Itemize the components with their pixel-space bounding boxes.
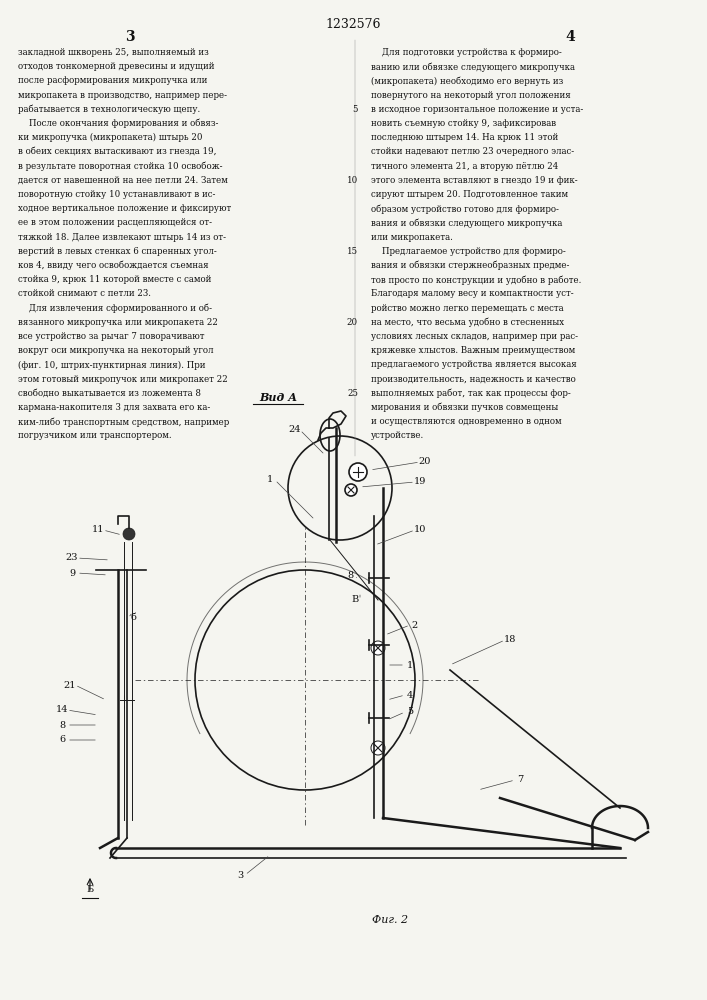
Text: тов просто по конструкции и удобно в работе.: тов просто по конструкции и удобно в раб… xyxy=(371,275,581,285)
Text: 20: 20 xyxy=(347,318,358,327)
Circle shape xyxy=(371,741,385,755)
Text: отходов тонкомерной древесины и идущий: отходов тонкомерной древесины и идущий xyxy=(18,62,214,71)
Text: новить съемную стойку 9, зафиксировав: новить съемную стойку 9, зафиксировав xyxy=(371,119,556,128)
Text: ким-либо транспортным средством, например: ким-либо транспортным средством, наприме… xyxy=(18,417,229,427)
Text: 4: 4 xyxy=(565,30,575,44)
Text: 25: 25 xyxy=(347,389,358,398)
Text: 15: 15 xyxy=(347,247,358,256)
Text: погрузчиком или транспортером.: погрузчиком или транспортером. xyxy=(18,431,172,440)
Circle shape xyxy=(371,641,385,655)
Text: 10: 10 xyxy=(346,176,358,185)
Text: верстий в левых стенках 6 спаренных угол-: верстий в левых стенках 6 спаренных угол… xyxy=(18,247,217,256)
Text: Для извлечения сформированного и об-: Для извлечения сформированного и об- xyxy=(18,304,212,313)
Text: Благодаря малому весу и компактности уст-: Благодаря малому весу и компактности уст… xyxy=(371,289,573,298)
Text: 3: 3 xyxy=(237,870,243,880)
Text: 9: 9 xyxy=(69,568,75,578)
Text: Для подготовки устройства к формиро-: Для подготовки устройства к формиро- xyxy=(371,48,562,57)
Text: 7: 7 xyxy=(517,776,523,784)
Circle shape xyxy=(349,463,367,481)
Text: б: б xyxy=(130,613,136,622)
Text: 1: 1 xyxy=(407,660,413,670)
Text: и осуществляются одновременно в одном: и осуществляются одновременно в одном xyxy=(371,417,561,426)
Text: условиях лесных складов, например при рас-: условиях лесных складов, например при ра… xyxy=(371,332,578,341)
Text: или микропакета.: или микропакета. xyxy=(371,233,453,242)
Text: 11: 11 xyxy=(92,526,104,534)
Text: поворотную стойку 10 устанавливают в ис-: поворотную стойку 10 устанавливают в ис- xyxy=(18,190,216,199)
Text: в исходное горизонтальное положение и уста-: в исходное горизонтальное положение и ус… xyxy=(371,105,583,114)
Text: после расформирования микропучка или: после расформирования микропучка или xyxy=(18,76,207,85)
Text: 5: 5 xyxy=(407,708,413,716)
Text: в результате поворотная стойка 10 освобож-: в результате поворотная стойка 10 освобо… xyxy=(18,162,223,171)
Text: на место, что весьма удобно в стесненных: на место, что весьма удобно в стесненных xyxy=(371,318,564,327)
Text: устройстве.: устройстве. xyxy=(371,431,424,440)
Text: ков 4, ввиду чего освобождается съемная: ков 4, ввиду чего освобождается съемная xyxy=(18,261,209,270)
Text: 18: 18 xyxy=(504,636,516,645)
Text: вания и обвязки стержнеобразных предме-: вания и обвязки стержнеобразных предме- xyxy=(371,261,569,270)
Text: последнюю штырем 14. На крюк 11 этой: последнюю штырем 14. На крюк 11 этой xyxy=(371,133,559,142)
Text: этом готовый микропучок или микропакет 22: этом готовый микропучок или микропакет 2… xyxy=(18,375,228,384)
Text: все устройство за рычаг 7 поворачивают: все устройство за рычаг 7 поворачивают xyxy=(18,332,204,341)
Text: выполняемых работ, так как процессы фор-: выполняемых работ, так как процессы фор- xyxy=(371,389,571,398)
Text: предлагаемого устройства является высокая: предлагаемого устройства является высока… xyxy=(371,360,577,369)
Text: 14: 14 xyxy=(56,706,69,714)
Text: стойки надевают петлю 23 очередного элас-: стойки надевают петлю 23 очередного элас… xyxy=(371,147,574,156)
Text: свободно выкатывается из ложемента 8: свободно выкатывается из ложемента 8 xyxy=(18,389,201,398)
Text: мирования и обвязки пучков совмещены: мирования и обвязки пучков совмещены xyxy=(371,403,559,412)
Text: 6: 6 xyxy=(59,736,65,744)
Text: вания и обвязки следующего микропучка: вания и обвязки следующего микропучка xyxy=(371,218,562,228)
Text: кряжевке хлыстов. Важным преимуществом: кряжевке хлыстов. Важным преимуществом xyxy=(371,346,575,355)
Text: микропакета в производство, например пере-: микропакета в производство, например пер… xyxy=(18,91,227,100)
Text: 2: 2 xyxy=(412,620,418,630)
Text: ходное вертикальное положение и фиксируют: ходное вертикальное положение и фиксирую… xyxy=(18,204,231,213)
Text: производительность, надежность и качество: производительность, надежность и качеств… xyxy=(371,375,575,384)
Text: 8: 8 xyxy=(347,570,353,580)
Text: стойкой снимают с петли 23.: стойкой снимают с петли 23. xyxy=(18,289,151,298)
Text: После окончания формирования и обвяз-: После окончания формирования и обвяз- xyxy=(18,119,218,128)
Text: в обеих секциях вытаскивают из гнезда 19,: в обеих секциях вытаскивают из гнезда 19… xyxy=(18,147,216,156)
Text: 19: 19 xyxy=(414,478,426,487)
Text: тяжкой 18. Далее извлекают штырь 14 из от-: тяжкой 18. Далее извлекают штырь 14 из о… xyxy=(18,233,226,242)
Text: стойка 9, крюк 11 которой вместе с самой: стойка 9, крюк 11 которой вместе с самой xyxy=(18,275,211,284)
Circle shape xyxy=(345,484,357,496)
Text: B: B xyxy=(351,595,358,604)
Text: ройство можно легко перемещать с места: ройство можно легко перемещать с места xyxy=(371,304,563,313)
Text: 20: 20 xyxy=(419,458,431,466)
Text: 23: 23 xyxy=(66,554,78,562)
Text: вязанного микропучка или микропакета 22: вязанного микропучка или микропакета 22 xyxy=(18,318,218,327)
Text: 24: 24 xyxy=(288,426,301,434)
Text: сируют штырем 20. Подготовленное таким: сируют штырем 20. Подготовленное таким xyxy=(371,190,568,199)
Text: ее в этом положении расцепляющейся от-: ее в этом положении расцепляющейся от- xyxy=(18,218,212,227)
Text: образом устройство готово для формиро-: образом устройство готово для формиро- xyxy=(371,204,559,214)
Text: 1: 1 xyxy=(267,476,273,485)
Text: 10: 10 xyxy=(414,526,426,534)
Text: рабатывается в технологическую щепу.: рабатывается в технологическую щепу. xyxy=(18,105,200,114)
Text: Вид А: Вид А xyxy=(259,392,297,403)
Text: Фиг. 2: Фиг. 2 xyxy=(372,915,408,925)
Text: кармана-накопителя 3 для захвата его ка-: кармана-накопителя 3 для захвата его ка- xyxy=(18,403,210,412)
Text: повернутого на некоторый угол положения: повернутого на некоторый угол положения xyxy=(371,91,571,100)
Text: 4: 4 xyxy=(407,690,413,700)
Text: ванию или обвязке следующего микропучка: ванию или обвязке следующего микропучка xyxy=(371,62,575,72)
Text: 3: 3 xyxy=(125,30,135,44)
Text: 1232576: 1232576 xyxy=(325,18,381,31)
Text: 8: 8 xyxy=(59,720,65,730)
Text: (микропакета) необходимо его вернуть из: (микропакета) необходимо его вернуть из xyxy=(371,76,563,86)
Text: этого элемента вставляют в гнездо 19 и фик-: этого элемента вставляют в гнездо 19 и ф… xyxy=(371,176,578,185)
Text: дается от навешенной на нее петли 24. Затем: дается от навешенной на нее петли 24. За… xyxy=(18,176,228,185)
Text: закладной шкворень 25, выполняемый из: закладной шкворень 25, выполняемый из xyxy=(18,48,209,57)
Text: тичного элемента 21, а вторую пётлю 24: тичного элемента 21, а вторую пётлю 24 xyxy=(371,162,559,171)
Text: 21: 21 xyxy=(64,680,76,690)
Text: Предлагаемое устройство для формиро-: Предлагаемое устройство для формиро- xyxy=(371,247,566,256)
Text: вокруг оси микропучка на некоторый угол: вокруг оси микропучка на некоторый угол xyxy=(18,346,214,355)
Text: (фиг. 10, штрих-пунктирная линия). При: (фиг. 10, штрих-пунктирная линия). При xyxy=(18,360,206,370)
Circle shape xyxy=(123,528,135,540)
Text: 5: 5 xyxy=(353,105,358,114)
Text: ки микропучка (микропакета) штырь 20: ки микропучка (микропакета) штырь 20 xyxy=(18,133,202,142)
Text: Б: Б xyxy=(86,885,93,894)
